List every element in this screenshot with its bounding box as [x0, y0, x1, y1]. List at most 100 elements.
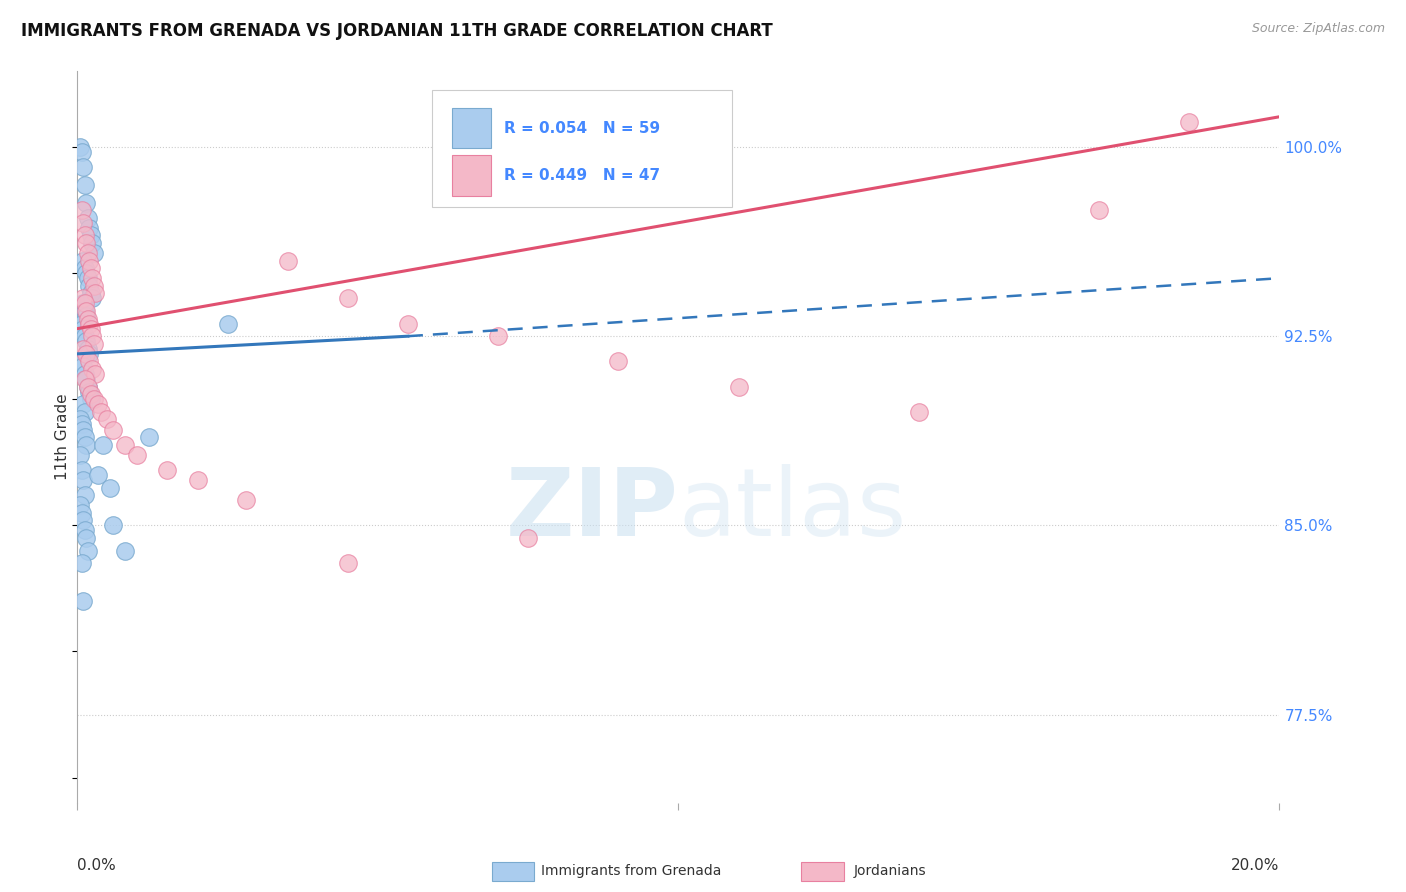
Point: [72, 423, 94, 437]
Bar: [453, 108, 491, 148]
Point: [77, 311, 100, 326]
Point: [70, 556, 93, 570]
Point: [79, 354, 101, 368]
Point: [70, 506, 93, 520]
Point: [69, 140, 91, 154]
Point: [72, 397, 94, 411]
Point: [69, 498, 91, 512]
Point: [103, 423, 125, 437]
Point: [90, 405, 112, 419]
Point: [727, 379, 749, 393]
Point: [73, 367, 96, 381]
Point: [79, 278, 101, 293]
Point: [72, 253, 94, 268]
Point: [83, 392, 105, 407]
Point: [79, 317, 101, 331]
Point: [82, 362, 104, 376]
Point: [83, 336, 105, 351]
Point: [103, 518, 125, 533]
Point: [138, 430, 160, 444]
Point: [77, 342, 100, 356]
Point: [70, 354, 93, 368]
Point: [73, 261, 96, 276]
Point: [72, 513, 94, 527]
Point: [77, 246, 100, 260]
Point: [73, 178, 96, 192]
Point: [72, 296, 94, 310]
Point: [82, 235, 104, 250]
Point: [1178, 115, 1201, 129]
Text: Immigrants from Grenada: Immigrants from Grenada: [541, 864, 721, 879]
Point: [79, 220, 101, 235]
Point: [70, 145, 93, 159]
Point: [336, 556, 359, 570]
Point: [96, 412, 118, 426]
Point: [75, 304, 97, 318]
Point: [100, 481, 122, 495]
Point: [73, 296, 96, 310]
Point: [69, 412, 91, 426]
Text: atlas: atlas: [679, 464, 907, 557]
Text: R = 0.449   N = 47: R = 0.449 N = 47: [505, 169, 661, 184]
Point: [69, 448, 91, 462]
Point: [75, 531, 97, 545]
Point: [83, 278, 105, 293]
Point: [79, 321, 101, 335]
Point: [72, 594, 94, 608]
Point: [75, 334, 97, 349]
Text: IMMIGRANTS FROM GRENADA VS JORDANIAN 11TH GRADE CORRELATION CHART: IMMIGRANTS FROM GRENADA VS JORDANIAN 11T…: [21, 22, 773, 40]
Point: [73, 329, 96, 343]
Point: [72, 291, 94, 305]
Point: [87, 397, 110, 411]
Point: [91, 437, 114, 451]
Point: [908, 405, 931, 419]
Point: [79, 261, 101, 276]
Point: [70, 463, 93, 477]
Point: [75, 195, 97, 210]
Point: [127, 448, 149, 462]
Text: 0.0%: 0.0%: [77, 858, 117, 872]
Text: 20.0%: 20.0%: [1232, 858, 1279, 872]
Point: [75, 437, 97, 451]
Point: [73, 430, 96, 444]
Point: [73, 304, 96, 318]
Point: [277, 253, 299, 268]
Point: [70, 417, 93, 432]
FancyBboxPatch shape: [432, 90, 733, 207]
Point: [79, 253, 101, 268]
Point: [72, 342, 94, 356]
Point: [73, 228, 96, 243]
Text: Jordanians: Jordanians: [853, 864, 927, 879]
Point: [336, 291, 359, 305]
Point: [84, 286, 107, 301]
Point: [73, 488, 96, 502]
Point: [235, 493, 257, 508]
Point: [82, 329, 104, 343]
Point: [73, 405, 96, 419]
Point: [607, 354, 630, 368]
Point: [79, 384, 101, 399]
Point: [79, 228, 101, 243]
Point: [82, 291, 104, 305]
Point: [75, 235, 97, 250]
Point: [83, 246, 105, 260]
Point: [486, 329, 509, 343]
Point: [156, 463, 179, 477]
Point: [77, 211, 100, 225]
Point: [75, 372, 97, 386]
Point: [77, 543, 100, 558]
Point: [79, 392, 101, 407]
Y-axis label: 11th Grade: 11th Grade: [55, 393, 70, 481]
Point: [73, 372, 96, 386]
Point: [87, 467, 110, 482]
Point: [72, 321, 94, 335]
Point: [77, 379, 100, 393]
Point: [72, 473, 94, 487]
Point: [77, 379, 100, 393]
Point: [72, 160, 94, 174]
Point: [73, 524, 96, 538]
Text: ZIP: ZIP: [506, 464, 679, 557]
Point: [396, 317, 419, 331]
Point: [517, 531, 540, 545]
Point: [72, 216, 94, 230]
